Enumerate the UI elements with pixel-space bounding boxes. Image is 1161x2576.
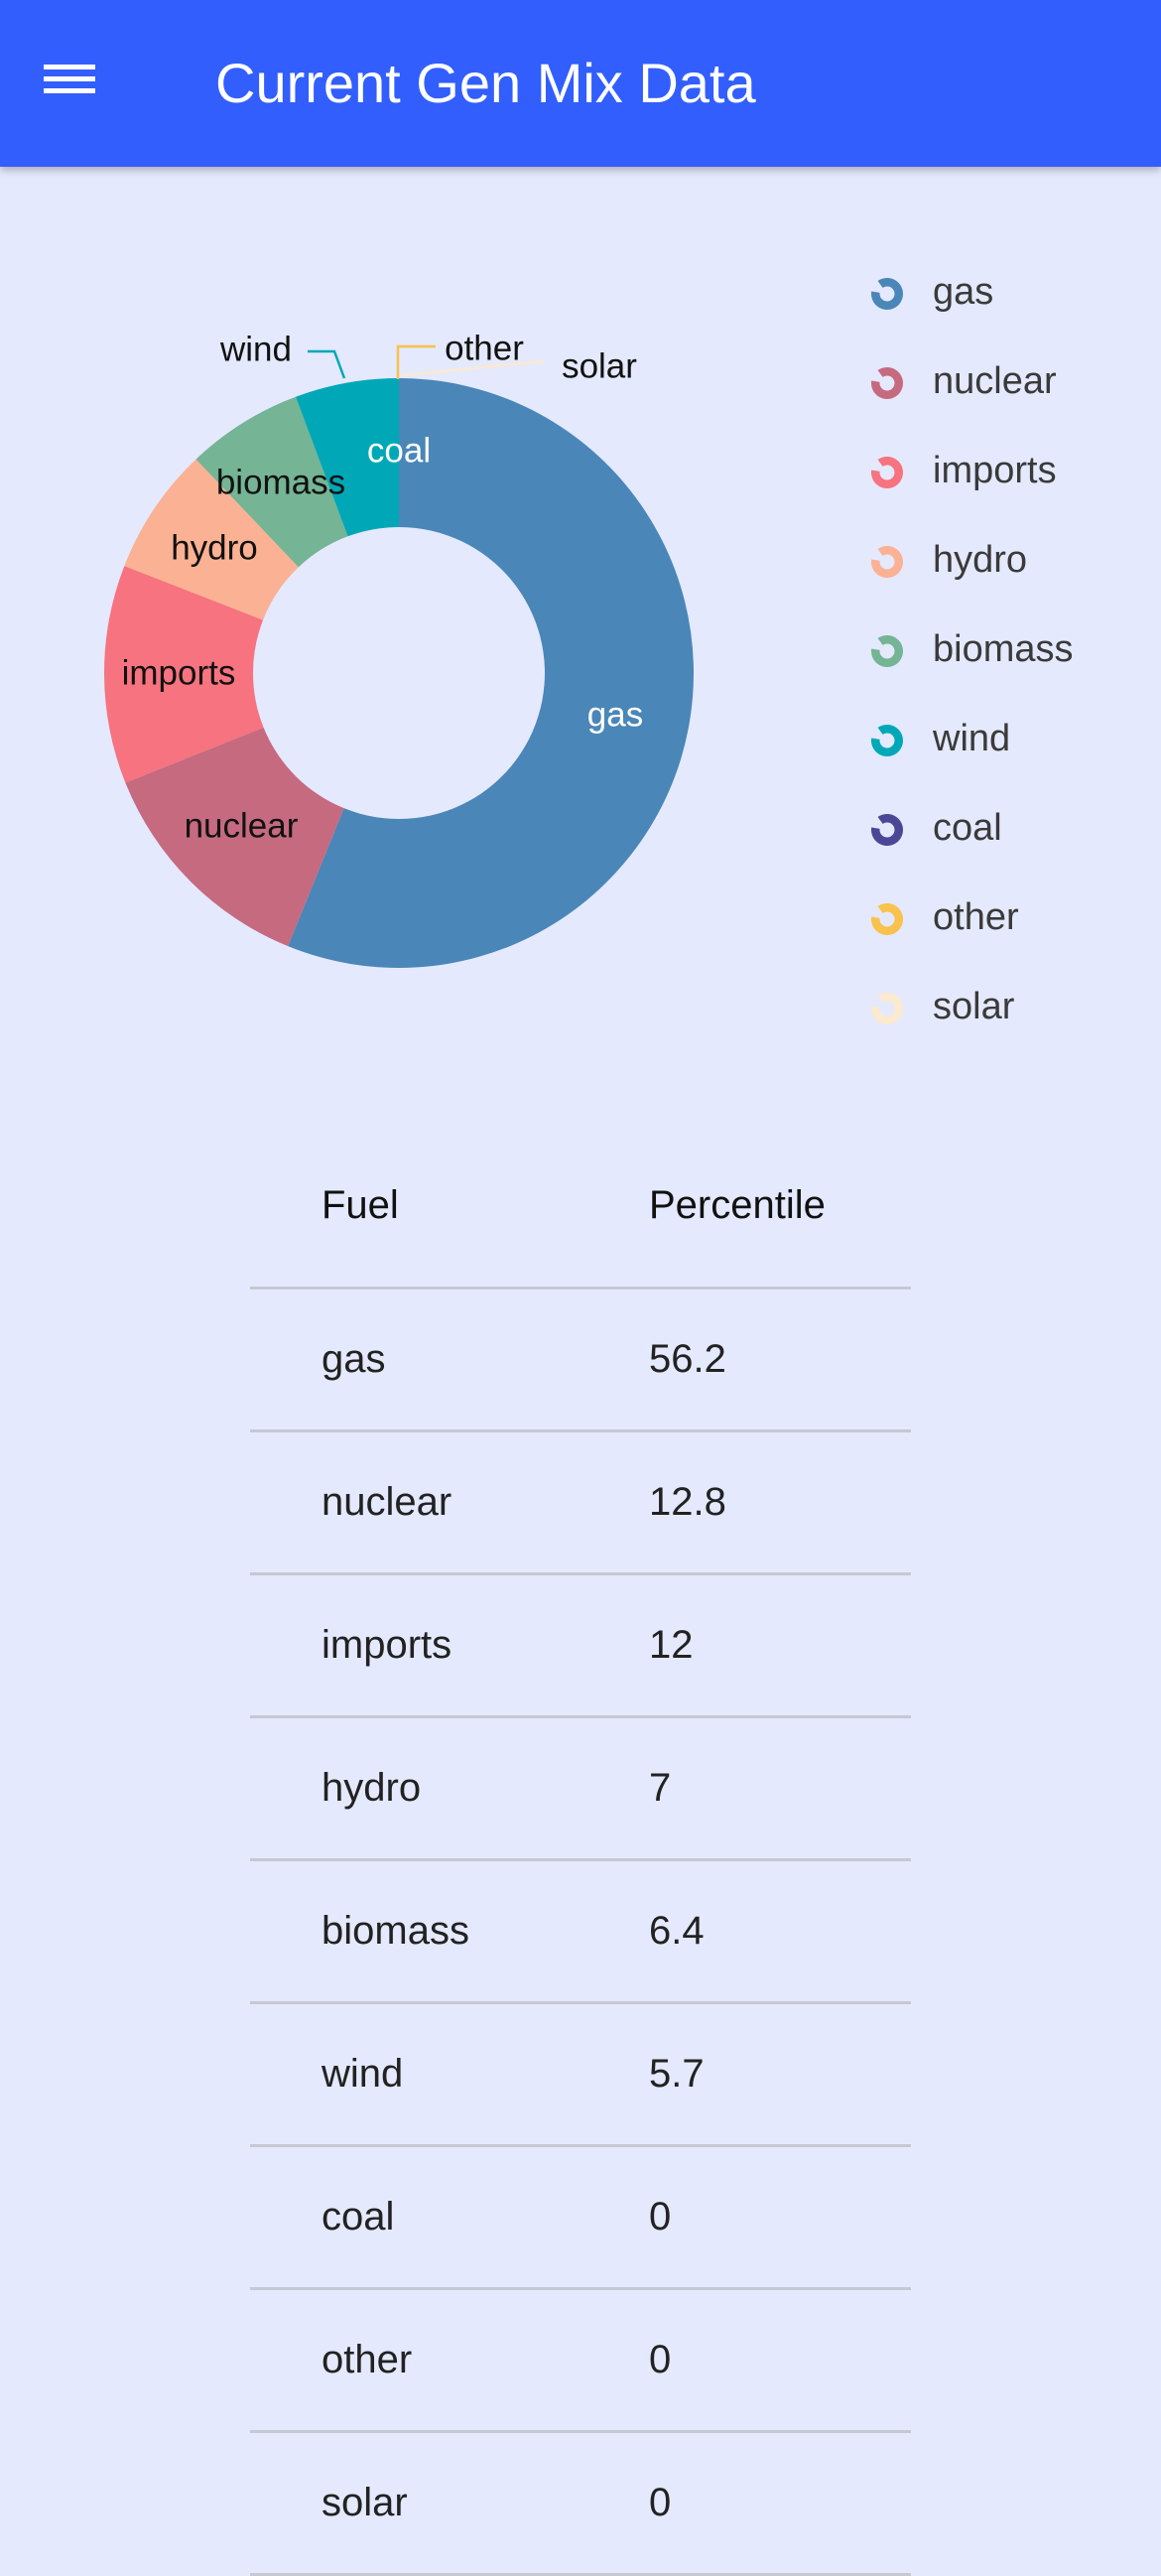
legend-label: solar bbox=[933, 986, 1015, 1027]
legend-label: hydro bbox=[933, 539, 1027, 581]
legend-item-other[interactable]: other bbox=[871, 896, 1019, 938]
slice-label-solar: solar bbox=[562, 346, 637, 385]
legend-label: imports bbox=[933, 450, 1057, 491]
table-row: biomass 6.4 bbox=[250, 1861, 911, 2004]
fuel-cell: nuclear bbox=[322, 1480, 452, 1524]
legend-item-coal[interactable]: coal bbox=[871, 807, 1002, 849]
legend-swatch-icon bbox=[870, 278, 903, 311]
leader-line-solar bbox=[401, 359, 545, 377]
slice-label-gas: gas bbox=[587, 695, 643, 734]
fuel-cell: other bbox=[322, 2338, 413, 2381]
percentile-cell: 6.4 bbox=[649, 1909, 705, 1953]
percentile-cell: 5.7 bbox=[649, 2052, 705, 2096]
fuel-cell: coal bbox=[322, 2195, 395, 2238]
table-row: coal 0 bbox=[250, 2147, 911, 2290]
table-row: wind 5.7 bbox=[250, 2004, 911, 2147]
legend-swatch-icon bbox=[871, 814, 903, 846]
header-percentile: Percentile bbox=[649, 1183, 826, 1227]
table-body: gas 56.2 nuclear 12.8 imports 12 hydro 7 biomass… bbox=[250, 1289, 911, 2576]
table-row: other 0 bbox=[250, 2290, 911, 2433]
fuel-cell: gas bbox=[322, 1337, 386, 1381]
slice-wind[interactable] bbox=[295, 378, 399, 537]
leader-line-wind bbox=[308, 349, 346, 379]
app-bar: Current Gen Mix Data bbox=[0, 0, 1161, 167]
legend-swatch-icon bbox=[870, 635, 903, 667]
table-header-row: Fuel Percentile bbox=[250, 1132, 911, 1289]
table-row: gas 56.2 bbox=[250, 1289, 911, 1432]
fuel-cell: imports bbox=[322, 1623, 452, 1667]
fuel-cell: solar bbox=[322, 2481, 408, 2524]
slice-label-imports: imports bbox=[122, 653, 236, 692]
gen-mix-table: Fuel Percentile gas 56.2 nuclear 12.8 import… bbox=[250, 1132, 911, 2576]
percentile-cell: 56.2 bbox=[649, 1337, 726, 1381]
percentile-cell: 12 bbox=[649, 1623, 694, 1667]
legend-swatch-icon bbox=[870, 457, 903, 489]
legend-label: biomass bbox=[933, 628, 1074, 670]
legend-label: nuclear bbox=[933, 360, 1057, 402]
slice-label-hydro: hydro bbox=[171, 528, 258, 567]
legend-item-gas[interactable]: gas bbox=[870, 271, 993, 313]
legend-swatch-icon bbox=[870, 546, 903, 578]
fuel-cell: wind bbox=[322, 2052, 404, 2096]
legend-item-imports[interactable]: imports bbox=[870, 450, 1057, 491]
legend-item-hydro[interactable]: hydro bbox=[870, 539, 1027, 581]
slice-label-nuclear: nuclear bbox=[185, 806, 299, 845]
slice-label-other: other bbox=[445, 329, 524, 367]
page-title: Current Gen Mix Data bbox=[215, 52, 756, 114]
fuel-cell: biomass bbox=[322, 1909, 469, 1953]
legend-item-biomass[interactable]: biomass bbox=[870, 628, 1074, 670]
percentile-cell: 0 bbox=[649, 2481, 672, 2524]
slice-label-coal: coal bbox=[367, 431, 431, 470]
legend-swatch-icon bbox=[871, 903, 903, 935]
percentile-cell: 0 bbox=[649, 2195, 672, 2238]
percentile-cell: 0 bbox=[649, 2338, 672, 2381]
table-row: imports 12 bbox=[250, 1575, 911, 1718]
table-row: solar 0 bbox=[250, 2433, 911, 2576]
legend-label: wind bbox=[932, 718, 1010, 759]
legend-item-solar[interactable]: solar bbox=[871, 986, 1015, 1027]
slice-label-wind: wind bbox=[219, 330, 292, 368]
table-row: hydro 7 bbox=[250, 1718, 911, 1861]
legend-item-wind[interactable]: wind bbox=[871, 718, 1010, 759]
slice-gas[interactable] bbox=[288, 378, 694, 969]
legend-swatch-icon bbox=[871, 992, 903, 1024]
legend-swatch-icon bbox=[870, 367, 903, 400]
fuel-cell: hydro bbox=[322, 1766, 422, 1810]
slice-label-biomass: biomass bbox=[216, 463, 345, 501]
legend-label: gas bbox=[933, 271, 993, 313]
gen-mix-donut-chart: gas nuclear imports hydro biomass wind coal oth… bbox=[104, 271, 1074, 1027]
legend-swatch-icon bbox=[871, 725, 903, 756]
legend-label: other bbox=[933, 896, 1019, 938]
table-row: nuclear 12.8 bbox=[250, 1432, 911, 1575]
legend-item-nuclear[interactable]: nuclear bbox=[870, 360, 1057, 402]
legend-label: coal bbox=[933, 807, 1002, 849]
hamburger-menu-icon[interactable] bbox=[40, 44, 129, 123]
slice-nuclear[interactable] bbox=[125, 727, 344, 947]
slice-imports[interactable] bbox=[104, 566, 264, 783]
slice-hydro[interactable] bbox=[124, 459, 299, 620]
leader-line-other bbox=[396, 344, 436, 379]
slice-biomass[interactable] bbox=[195, 396, 348, 568]
percentile-cell: 12.8 bbox=[649, 1480, 726, 1524]
header-fuel: Fuel bbox=[322, 1183, 399, 1227]
percentile-cell: 7 bbox=[649, 1766, 672, 1810]
